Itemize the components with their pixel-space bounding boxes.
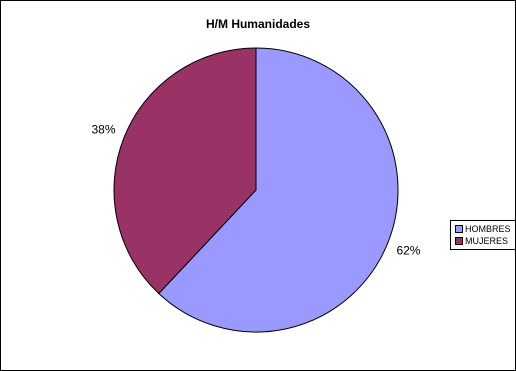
pie-slice-hombres (158, 47, 399, 333)
chart-legend: HOMBRES MUJERES (450, 220, 516, 250)
legend-swatch-hombres (455, 225, 463, 233)
legend-label-mujeres: MUJERES (465, 236, 509, 246)
data-label-hombres: 62% (396, 243, 420, 257)
legend-label-hombres: HOMBRES (465, 224, 511, 234)
pie-slice-mujeres (113, 47, 257, 295)
legend-item-hombres: HOMBRES (455, 223, 513, 235)
legend-swatch-mujeres (455, 237, 463, 245)
data-label-mujeres: 38% (92, 123, 116, 137)
legend-item-mujeres: MUJERES (455, 235, 513, 247)
chart-title: H/M Humanidades (205, 17, 310, 31)
